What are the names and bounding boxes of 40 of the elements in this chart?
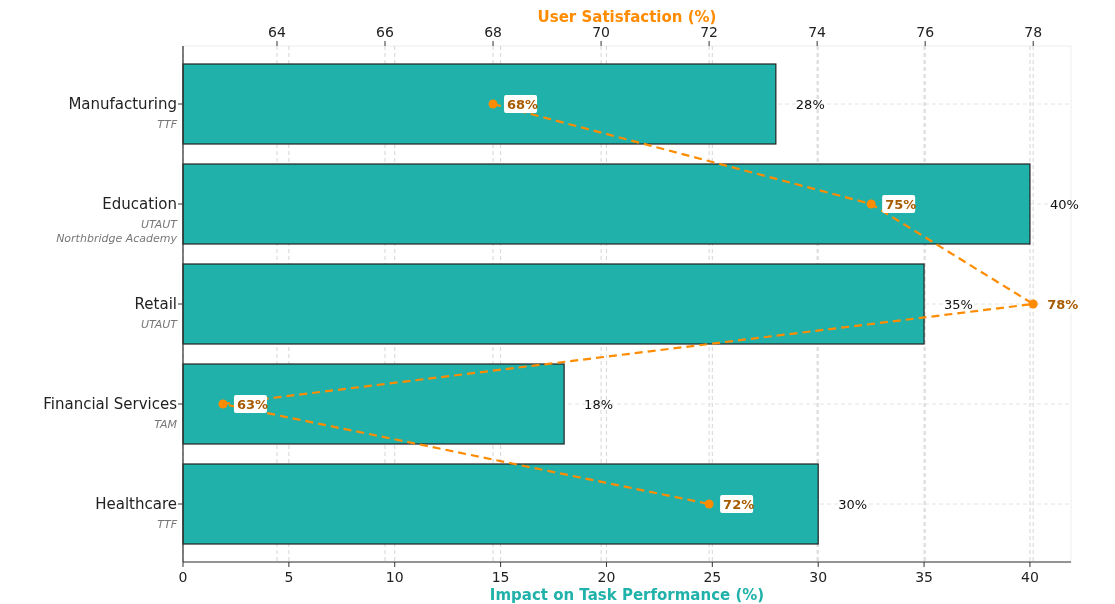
x-tick-label: 35	[915, 569, 933, 585]
bar	[182, 463, 819, 545]
x-tick-label: 15	[491, 569, 510, 585]
x-tick-label: 40	[1021, 569, 1039, 585]
point	[1028, 299, 1038, 309]
x-tick-label: 30	[809, 569, 828, 585]
point	[488, 99, 498, 109]
x2-tick-label: 68	[484, 24, 502, 40]
bar	[182, 263, 925, 345]
bar	[182, 63, 777, 145]
y-tick-label: Financial Services TAM	[43, 395, 178, 431]
x2-tick-label: 64	[268, 24, 286, 40]
x2-axis-title: User Satisfaction (%)	[537, 8, 717, 26]
y-tick-label: Retail UTAUT	[134, 295, 179, 331]
x2-tick-label: 74	[808, 24, 827, 40]
point	[704, 499, 714, 509]
data-label: 40%	[1049, 196, 1079, 212]
x2-tick-label: 70	[592, 24, 610, 40]
data-label: 30%	[838, 496, 868, 512]
x2-tick-label: 66	[376, 24, 395, 40]
x-tick-label: 0	[178, 569, 188, 585]
x-axis-title: Impact on Task Performance (%)	[489, 586, 765, 604]
x2-tick-label: 72	[700, 24, 719, 40]
bar	[182, 163, 1031, 245]
x-tick-label: 5	[284, 569, 294, 585]
data-label: 18%	[584, 396, 614, 412]
y-tick-label: Education UTAUT Northbridge Academy	[56, 195, 179, 245]
y-tick-label: Healthcare TTF	[95, 495, 178, 531]
data-label: 28%	[795, 96, 825, 112]
x-tick-label: 10	[385, 569, 404, 585]
y-tick-label: Manufacturing TTF	[68, 95, 178, 131]
data-label: 35%	[944, 296, 973, 312]
bar	[182, 363, 565, 445]
x-tick-label: 25	[703, 569, 722, 585]
point	[218, 399, 228, 409]
x2-tick-label: 78	[1024, 24, 1043, 40]
x2-tick-label: 76	[916, 24, 935, 40]
x-tick-label: 20	[597, 569, 616, 585]
data-label: 78%	[1047, 296, 1079, 312]
point	[866, 199, 876, 209]
